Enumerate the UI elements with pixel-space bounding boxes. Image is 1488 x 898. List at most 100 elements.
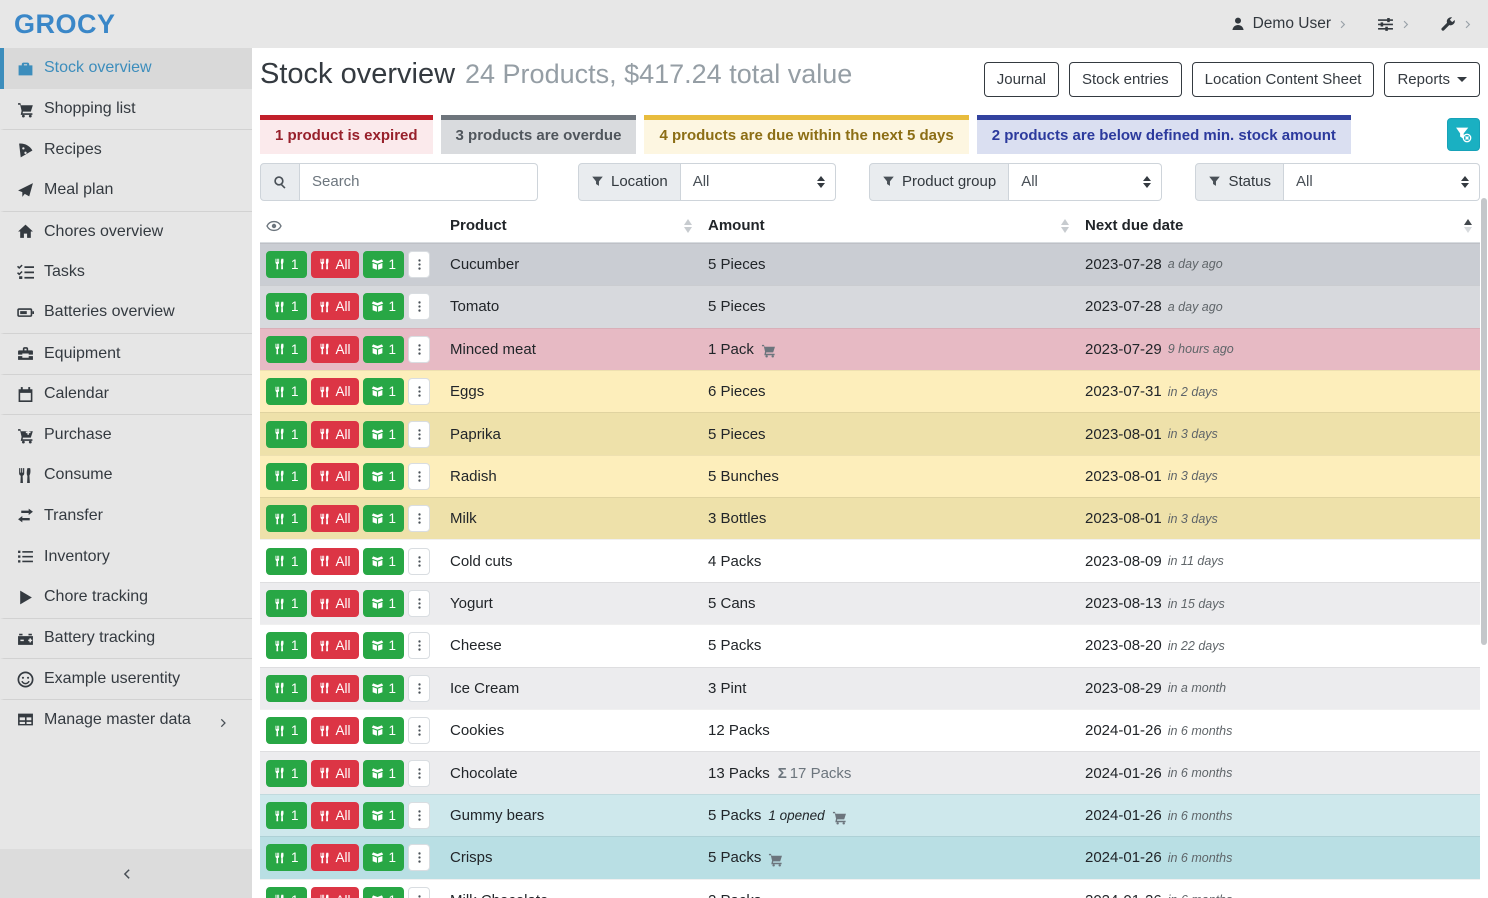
row-menu-button[interactable] <box>408 293 431 321</box>
location-select[interactable]: All <box>680 162 836 201</box>
consume-all-button[interactable]: All <box>310 590 359 618</box>
clear-filter-button[interactable] <box>1447 117 1480 151</box>
open-one-button[interactable]: 1 <box>362 590 405 618</box>
sidebar-item-chores-overview[interactable]: Chores overview <box>0 210 252 252</box>
consume-all-button[interactable]: All <box>310 674 359 702</box>
banner-due-soon[interactable]: 4 products are due within the next 5 day… <box>644 115 969 154</box>
column-header-product[interactable]: Product <box>442 217 700 234</box>
sidebar-item-transfer[interactable]: Transfer <box>0 496 252 537</box>
open-one-button[interactable]: 1 <box>362 844 405 872</box>
consume-all-button[interactable]: All <box>310 802 359 830</box>
consume-all-button[interactable]: All <box>310 335 359 363</box>
consume-one-button[interactable]: 1 <box>266 802 307 830</box>
scrollbar-thumb[interactable] <box>1481 198 1487 645</box>
banner-expired[interactable]: 1 product is expired <box>260 115 433 154</box>
column-header-next-due-date[interactable]: Next due date <box>1077 217 1480 234</box>
row-menu-button[interactable] <box>408 759 431 787</box>
sidebar-item-batteries-overview[interactable]: Batteries overview <box>0 292 252 333</box>
column-header-amount[interactable]: Amount <box>700 217 1077 234</box>
row-menu-button[interactable] <box>408 547 431 575</box>
open-one-button[interactable]: 1 <box>362 759 405 787</box>
consume-all-button[interactable]: All <box>310 547 359 575</box>
consume-all-button[interactable]: All <box>310 293 359 321</box>
sidebar-item-battery-tracking[interactable]: Battery tracking <box>0 617 252 659</box>
consume-one-button[interactable]: 1 <box>266 632 307 660</box>
open-one-button[interactable]: 1 <box>362 378 405 406</box>
row-menu-button[interactable] <box>408 886 431 898</box>
sidebar-item-consume[interactable]: Consume <box>0 455 252 496</box>
consume-one-button[interactable]: 1 <box>266 293 307 321</box>
open-one-button[interactable]: 1 <box>362 547 405 575</box>
consume-all-button[interactable]: All <box>310 717 359 745</box>
consume-all-button[interactable]: All <box>310 250 359 278</box>
open-one-button[interactable]: 1 <box>362 250 405 278</box>
open-one-button[interactable]: 1 <box>362 632 405 660</box>
consume-one-button[interactable]: 1 <box>266 674 307 702</box>
consume-all-button[interactable]: All <box>310 505 359 533</box>
open-one-button[interactable]: 1 <box>362 886 405 898</box>
consume-one-button[interactable]: 1 <box>266 717 307 745</box>
sidebar-item-equipment[interactable]: Equipment <box>0 332 252 374</box>
consume-one-button[interactable]: 1 <box>266 420 307 448</box>
consume-all-button[interactable]: All <box>310 759 359 787</box>
sidebar-item-calendar[interactable]: Calendar <box>0 373 252 415</box>
user-menu[interactable]: Demo User <box>1230 15 1349 33</box>
open-one-button[interactable]: 1 <box>362 335 405 363</box>
open-one-button[interactable]: 1 <box>362 293 405 321</box>
consume-one-button[interactable]: 1 <box>266 378 307 406</box>
consume-one-button[interactable]: 1 <box>266 547 307 575</box>
banner-below-min[interactable]: 2 products are below defined min. stock … <box>976 115 1351 154</box>
consume-one-button[interactable]: 1 <box>266 250 307 278</box>
product-group-select[interactable]: All <box>1009 162 1163 201</box>
open-one-button[interactable]: 1 <box>362 802 405 830</box>
row-menu-button[interactable] <box>408 335 431 363</box>
sidebar-item-manage-master-data[interactable]: Manage master data <box>0 699 252 740</box>
row-menu-button[interactable] <box>408 844 431 872</box>
row-menu-button[interactable] <box>408 462 431 490</box>
consume-all-button[interactable]: All <box>310 886 359 898</box>
row-menu-button[interactable] <box>408 420 431 448</box>
row-menu-button[interactable] <box>408 250 431 278</box>
open-one-button[interactable]: 1 <box>362 505 405 533</box>
open-one-button[interactable]: 1 <box>362 462 405 490</box>
reports-button[interactable]: Reports <box>1384 62 1480 97</box>
row-menu-button[interactable] <box>408 674 431 702</box>
journal-button[interactable]: Journal <box>983 62 1059 97</box>
search-input[interactable] <box>300 162 538 201</box>
row-menu-button[interactable] <box>408 590 431 618</box>
status-select[interactable]: All <box>1283 162 1480 201</box>
row-menu-button[interactable] <box>408 802 431 830</box>
open-one-button[interactable]: 1 <box>362 420 405 448</box>
consume-one-button[interactable]: 1 <box>266 886 307 898</box>
sidebar-item-inventory[interactable]: Inventory <box>0 536 252 577</box>
open-one-button[interactable]: 1 <box>362 674 405 702</box>
sidebar-collapse-button[interactable] <box>0 849 252 898</box>
location-content-sheet-button[interactable]: Location Content Sheet <box>1191 62 1375 97</box>
consume-all-button[interactable]: All <box>310 844 359 872</box>
sidebar-item-example-userentity[interactable]: Example userentity <box>0 658 252 699</box>
consume-one-button[interactable]: 1 <box>266 844 307 872</box>
banner-overdue[interactable]: 3 products are overdue <box>440 115 637 154</box>
consume-all-button[interactable]: All <box>310 462 359 490</box>
row-menu-button[interactable] <box>408 717 431 745</box>
row-menu-button[interactable] <box>408 378 431 406</box>
settings-menu[interactable] <box>1377 16 1412 33</box>
admin-menu[interactable] <box>1440 16 1474 32</box>
column-header-actions[interactable] <box>260 217 442 234</box>
sidebar-item-meal-plan[interactable]: Meal plan <box>0 170 252 211</box>
consume-one-button[interactable]: 1 <box>266 759 307 787</box>
sidebar-item-shopping-list[interactable]: Shopping list <box>0 89 252 130</box>
open-one-button[interactable]: 1 <box>362 717 405 745</box>
consume-one-button[interactable]: 1 <box>266 462 307 490</box>
consume-one-button[interactable]: 1 <box>266 505 307 533</box>
sidebar-item-stock-overview[interactable]: Stock overview <box>0 48 252 89</box>
row-menu-button[interactable] <box>408 632 431 660</box>
consume-all-button[interactable]: All <box>310 378 359 406</box>
sidebar-item-recipes[interactable]: Recipes <box>0 129 252 170</box>
stock-entries-button[interactable]: Stock entries <box>1068 62 1182 97</box>
consume-one-button[interactable]: 1 <box>266 590 307 618</box>
sidebar-item-purchase[interactable]: Purchase <box>0 414 252 455</box>
sidebar-item-tasks[interactable]: Tasks <box>0 251 252 292</box>
consume-all-button[interactable]: All <box>310 420 359 448</box>
row-menu-button[interactable] <box>408 505 431 533</box>
